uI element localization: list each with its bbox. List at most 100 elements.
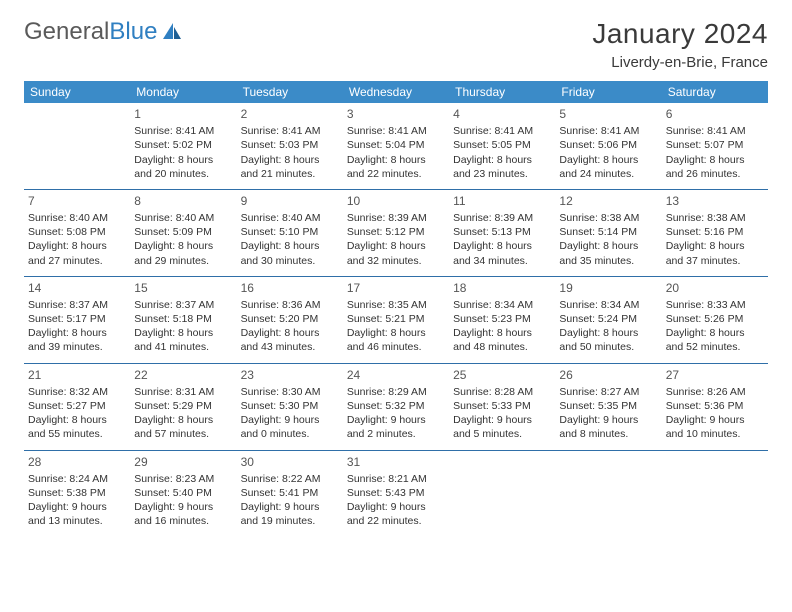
calendar-cell: 4Sunrise: 8:41 AMSunset: 5:05 PMDaylight… — [449, 103, 555, 189]
day-number: 19 — [559, 280, 657, 296]
day-number: 15 — [134, 280, 232, 296]
calendar-row: 21Sunrise: 8:32 AMSunset: 5:27 PMDayligh… — [24, 363, 768, 450]
sunrise-line: Sunrise: 8:41 AM — [347, 124, 445, 138]
sunrise-line: Sunrise: 8:32 AM — [28, 385, 126, 399]
calendar-cell: 16Sunrise: 8:36 AMSunset: 5:20 PMDayligh… — [237, 276, 343, 363]
day-number: 13 — [666, 193, 764, 209]
weekday-header: Monday — [130, 81, 236, 103]
day-number: 22 — [134, 367, 232, 383]
sunset-line: Sunset: 5:16 PM — [666, 225, 764, 239]
calendar-cell: 3Sunrise: 8:41 AMSunset: 5:04 PMDaylight… — [343, 103, 449, 189]
calendar-cell: 29Sunrise: 8:23 AMSunset: 5:40 PMDayligh… — [130, 450, 236, 536]
sunset-line: Sunset: 5:26 PM — [666, 312, 764, 326]
weekday-header: Friday — [555, 81, 661, 103]
dl1-line: Daylight: 8 hours — [559, 153, 657, 167]
dl2-line: and 34 minutes. — [453, 254, 551, 268]
dl2-line: and 43 minutes. — [241, 340, 339, 354]
sunset-line: Sunset: 5:12 PM — [347, 225, 445, 239]
dl1-line: Daylight: 8 hours — [28, 326, 126, 340]
sunrise-line: Sunrise: 8:21 AM — [347, 472, 445, 486]
calendar-cell: 26Sunrise: 8:27 AMSunset: 5:35 PMDayligh… — [555, 363, 661, 450]
sunset-line: Sunset: 5:21 PM — [347, 312, 445, 326]
sunset-line: Sunset: 5:14 PM — [559, 225, 657, 239]
dl2-line: and 20 minutes. — [134, 167, 232, 181]
dl1-line: Daylight: 9 hours — [347, 500, 445, 514]
sunrise-line: Sunrise: 8:41 AM — [559, 124, 657, 138]
calendar-cell: 2Sunrise: 8:41 AMSunset: 5:03 PMDaylight… — [237, 103, 343, 189]
dl2-line: and 48 minutes. — [453, 340, 551, 354]
sunset-line: Sunset: 5:05 PM — [453, 138, 551, 152]
dl2-line: and 22 minutes. — [347, 514, 445, 528]
dl2-line: and 24 minutes. — [559, 167, 657, 181]
day-number: 8 — [134, 193, 232, 209]
day-number: 10 — [347, 193, 445, 209]
sunrise-line: Sunrise: 8:39 AM — [347, 211, 445, 225]
sunset-line: Sunset: 5:24 PM — [559, 312, 657, 326]
dl1-line: Daylight: 8 hours — [241, 326, 339, 340]
calendar-cell: 17Sunrise: 8:35 AMSunset: 5:21 PMDayligh… — [343, 276, 449, 363]
calendar-cell: 7Sunrise: 8:40 AMSunset: 5:08 PMDaylight… — [24, 189, 130, 276]
dl1-line: Daylight: 9 hours — [666, 413, 764, 427]
logo: GeneralBlue — [24, 18, 183, 46]
calendar-cell: 28Sunrise: 8:24 AMSunset: 5:38 PMDayligh… — [24, 450, 130, 536]
dl2-line: and 26 minutes. — [666, 167, 764, 181]
day-number: 17 — [347, 280, 445, 296]
sunrise-line: Sunrise: 8:41 AM — [241, 124, 339, 138]
calendar-grid: SundayMondayTuesdayWednesdayThursdayFrid… — [24, 81, 768, 536]
title-block: January 2024 Liverdy-en-Brie, France — [592, 18, 768, 71]
calendar-cell: 31Sunrise: 8:21 AMSunset: 5:43 PMDayligh… — [343, 450, 449, 536]
sunset-line: Sunset: 5:09 PM — [134, 225, 232, 239]
dl2-line: and 29 minutes. — [134, 254, 232, 268]
day-number: 24 — [347, 367, 445, 383]
weekday-header: Thursday — [449, 81, 555, 103]
sunset-line: Sunset: 5:32 PM — [347, 399, 445, 413]
calendar-row: 28Sunrise: 8:24 AMSunset: 5:38 PMDayligh… — [24, 450, 768, 536]
calendar-cell: 21Sunrise: 8:32 AMSunset: 5:27 PMDayligh… — [24, 363, 130, 450]
calendar-cell — [662, 450, 768, 536]
dl1-line: Daylight: 8 hours — [347, 239, 445, 253]
calendar-cell: 1Sunrise: 8:41 AMSunset: 5:02 PMDaylight… — [130, 103, 236, 189]
calendar-cell: 20Sunrise: 8:33 AMSunset: 5:26 PMDayligh… — [662, 276, 768, 363]
sunrise-line: Sunrise: 8:27 AM — [559, 385, 657, 399]
sunrise-line: Sunrise: 8:31 AM — [134, 385, 232, 399]
dl1-line: Daylight: 9 hours — [241, 413, 339, 427]
dl2-line: and 41 minutes. — [134, 340, 232, 354]
sunrise-line: Sunrise: 8:37 AM — [134, 298, 232, 312]
calendar-cell: 10 Sunrise: 8:39 AMSunset: 5:12 PMDayligh… — [343, 189, 449, 276]
sunrise-line: Sunrise: 8:35 AM — [347, 298, 445, 312]
dl1-line: Daylight: 8 hours — [666, 239, 764, 253]
dl2-line: and 39 minutes. — [28, 340, 126, 354]
calendar-cell: 15Sunrise: 8:37 AMSunset: 5:18 PMDayligh… — [130, 276, 236, 363]
dl2-line: and 22 minutes. — [347, 167, 445, 181]
dl1-line: Daylight: 8 hours — [666, 153, 764, 167]
logo-text-2: Blue — [109, 18, 157, 46]
calendar-row: 14Sunrise: 8:37 AMSunset: 5:17 PMDayligh… — [24, 276, 768, 363]
sunset-line: Sunset: 5:02 PM — [134, 138, 232, 152]
dl1-line: Daylight: 8 hours — [134, 413, 232, 427]
day-number: 16 — [241, 280, 339, 296]
sunset-line: Sunset: 5:43 PM — [347, 486, 445, 500]
calendar-cell: 25Sunrise: 8:28 AMSunset: 5:33 PMDayligh… — [449, 363, 555, 450]
sunrise-line: Sunrise: 8:22 AM — [241, 472, 339, 486]
dl1-line: Daylight: 8 hours — [241, 239, 339, 253]
sunset-line: Sunset: 5:38 PM — [28, 486, 126, 500]
calendar-cell: 5Sunrise: 8:41 AMSunset: 5:06 PMDaylight… — [555, 103, 661, 189]
page-header: GeneralBlue January 2024 Liverdy-en-Brie… — [24, 18, 768, 71]
calendar-cell: 19Sunrise: 8:34 AMSunset: 5:24 PMDayligh… — [555, 276, 661, 363]
logo-sail-icon — [161, 21, 183, 41]
dl1-line: Daylight: 8 hours — [559, 239, 657, 253]
day-number: 4 — [453, 106, 551, 122]
dl2-line: and 50 minutes. — [559, 340, 657, 354]
sunset-line: Sunset: 5:17 PM — [28, 312, 126, 326]
sunset-line: Sunset: 5:23 PM — [453, 312, 551, 326]
sunrise-line: Sunrise: 8:33 AM — [666, 298, 764, 312]
dl2-line: and 46 minutes. — [347, 340, 445, 354]
sunrise-line: Sunrise: 8:38 AM — [559, 211, 657, 225]
sunset-line: Sunset: 5:41 PM — [241, 486, 339, 500]
dl2-line: and 55 minutes. — [28, 427, 126, 441]
day-number: 18 — [453, 280, 551, 296]
sunset-line: Sunset: 5:06 PM — [559, 138, 657, 152]
sunset-line: Sunset: 5:33 PM — [453, 399, 551, 413]
sunrise-line: Sunrise: 8:26 AM — [666, 385, 764, 399]
calendar-cell: 30Sunrise: 8:22 AMSunset: 5:41 PMDayligh… — [237, 450, 343, 536]
